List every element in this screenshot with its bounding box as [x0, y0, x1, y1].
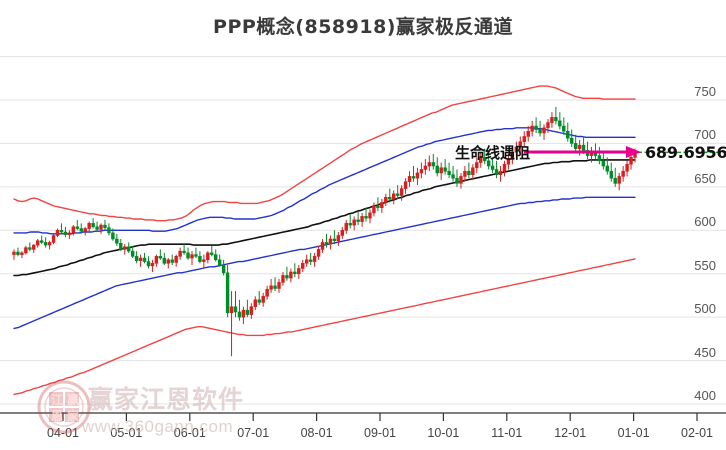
current-price-tag: 689.6956 — [645, 143, 726, 162]
y-tick-label: 650 — [694, 170, 716, 186]
x-axis — [0, 412, 726, 421]
x-tick-label: 04-01 — [47, 426, 79, 440]
y-tick-label: 450 — [694, 344, 716, 360]
x-tick-label: 02-01 — [681, 426, 713, 440]
x-tick-label: 07-01 — [237, 426, 270, 440]
x-tick-label: 01-01 — [617, 426, 650, 440]
channel-bands — [13, 85, 636, 396]
page-title: PPP概念(858918)赢家极反通道 — [213, 16, 513, 38]
x-tick-label: 09-01 — [364, 426, 396, 440]
x-tick-label: 05-01 — [110, 426, 143, 440]
y-tick-label: 600 — [694, 214, 716, 230]
candlestick-series — [12, 106, 637, 357]
x-tick-label: 10-01 — [427, 426, 460, 440]
annotation-arrow — [524, 146, 641, 158]
annotation-label: 生命线遇阻 — [455, 144, 531, 162]
y-tick-label: 500 — [694, 301, 716, 317]
y-tick-label: 750 — [694, 84, 716, 99]
url-watermark: www.360gann.com — [82, 417, 234, 436]
x-tick-label: 12-01 — [554, 426, 587, 440]
brand-watermark: 赢家江恩软件 — [88, 385, 245, 414]
seal-watermark-icon: 江 赢 恩 家 — [36, 379, 92, 435]
x-tick-label: 06-01 — [173, 426, 206, 440]
y-tick-label: 400 — [694, 388, 716, 403]
x-tick-label: 08-01 — [300, 426, 333, 440]
y-tick-label: 700 — [694, 127, 716, 143]
seal-char-2: 恩 — [50, 409, 63, 423]
y-tick-label: 550 — [694, 257, 716, 273]
gridlines — [0, 56, 726, 405]
x-tick-label: 11-01 — [491, 426, 523, 440]
seal-char-0: 江 — [50, 393, 63, 407]
seal-char-1: 赢 — [66, 393, 79, 407]
seal-char-3: 家 — [66, 409, 79, 423]
